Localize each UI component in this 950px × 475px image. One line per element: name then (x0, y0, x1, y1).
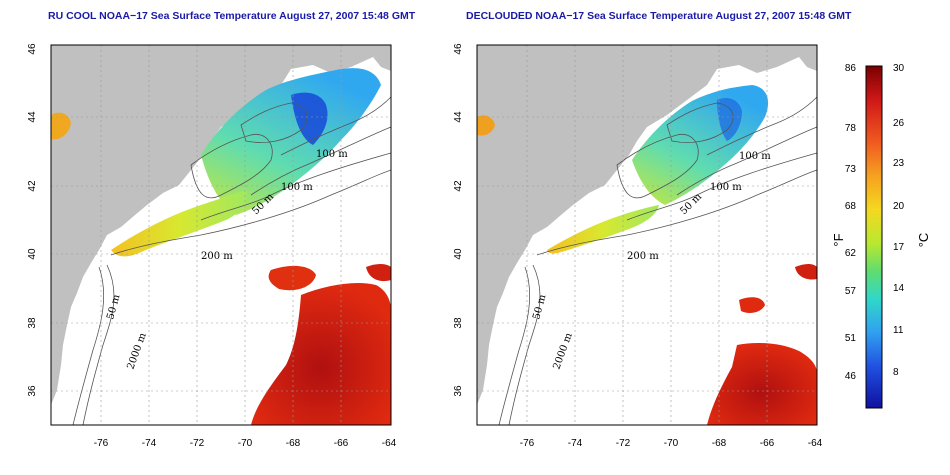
colorbar-f-tick: 78 (845, 123, 857, 134)
right-x-tick: -66 (760, 438, 775, 449)
right-map-frame (476, 44, 818, 426)
right-x-tick: -76 (520, 438, 535, 449)
left-y-tick: 44 (27, 111, 38, 123)
left-gulf-of-maine-sst (201, 68, 381, 215)
left-map-panel: 100 m 100 m 50 m 200 m 50 m 2000 m (50, 44, 392, 426)
colorbar-c-tick: 14 (893, 283, 905, 294)
colorbar-f-tick: 57 (845, 286, 857, 297)
right-panel-title: DECLOUDED NOAA−17 Sea Surface Temperatur… (466, 10, 852, 22)
right-x-axis: -76 -74 -72 -70 -68 -66 -64 (520, 438, 823, 449)
colorbar-c-tick: 17 (893, 242, 905, 253)
left-x-tick: -66 (334, 438, 349, 449)
colorbar-f-tick: 51 (845, 333, 857, 344)
left-x-axis: -76 -74 -72 -70 -68 -66 -64 (94, 438, 397, 449)
right-y-tick: 40 (453, 248, 464, 260)
right-x-tick: -68 (712, 438, 727, 449)
right-warm-patch-ne (795, 264, 817, 280)
left-x-tick: -72 (190, 438, 205, 449)
left-y-axis: 36 38 40 42 44 46 (27, 43, 38, 397)
colorbar-celsius-unit: °C (916, 233, 931, 248)
right-y-tick: 38 (453, 317, 464, 329)
right-contour-label-100m-b: 100 m (710, 182, 742, 193)
colorbar-f-tick: 68 (845, 201, 857, 212)
right-offshore-patch (477, 115, 495, 136)
left-warm-patch-ne (366, 264, 391, 282)
colorbar-f-tick: 46 (845, 371, 857, 382)
right-y-tick: 36 (453, 385, 464, 397)
right-x-tick: -72 (616, 438, 631, 449)
right-gulf-stream-sst (707, 343, 817, 425)
left-y-tick: 46 (27, 43, 38, 55)
left-contour-label-100m-a: 100 m (316, 149, 348, 160)
colorbar-c-tick: 26 (893, 118, 905, 129)
colorbar-f-tick: 62 (845, 248, 857, 259)
right-y-tick: 44 (453, 111, 464, 123)
right-x-tick: -74 (568, 438, 583, 449)
left-warm-patch (268, 265, 316, 291)
colorbar-gradient (865, 65, 883, 409)
left-y-tick: 42 (27, 180, 38, 192)
left-y-tick: 38 (27, 317, 38, 329)
right-map-panel: 100 m 100 m 50 m 200 m 50 m 2000 m (476, 44, 818, 426)
left-x-tick: -70 (238, 438, 253, 449)
left-panel-title: RU COOL NOAA−17 Sea Surface Temperature … (48, 10, 416, 22)
right-gulf-of-maine-cold (717, 98, 742, 141)
right-warm-patch (739, 297, 765, 313)
left-x-tick: -74 (142, 438, 157, 449)
left-y-tick: 40 (27, 248, 38, 260)
colorbar-c-tick: 23 (893, 158, 905, 169)
colorbar-f-tick: 73 (845, 164, 857, 175)
left-contour-label-200m: 200 m (201, 251, 233, 262)
colorbar-c-tick: 30 (893, 63, 905, 74)
left-shelf-sst (111, 190, 248, 257)
right-y-tick: 46 (453, 43, 464, 55)
colorbar-c-tick: 11 (893, 325, 904, 336)
right-y-tick: 42 (453, 180, 464, 192)
right-y-axis: 36 38 40 42 44 46 (453, 43, 464, 397)
colorbar-c-tick: 8 (893, 367, 899, 378)
left-x-tick: -68 (286, 438, 301, 449)
left-gulf-stream-sst (251, 283, 391, 425)
right-contour-label-100m-a: 100 m (739, 151, 771, 162)
colorbar-c-tick: 20 (893, 201, 905, 212)
left-contour-label-100m-b: 100 m (281, 182, 313, 193)
right-x-tick: -64 (808, 438, 823, 449)
right-x-tick: -70 (664, 438, 679, 449)
colorbar-f-tick: 86 (845, 63, 857, 74)
left-x-tick: -76 (94, 438, 109, 449)
right-contour-label-200m: 200 m (627, 251, 659, 262)
left-map-frame (50, 44, 392, 426)
left-y-tick: 36 (27, 385, 38, 397)
colorbar-fahrenheit-unit: °F (831, 233, 846, 246)
colorbar: 86 78 73 68 62 57 51 46 30 26 23 20 17 1… (831, 63, 931, 409)
left-offshore-patch (51, 112, 71, 140)
left-x-tick: -64 (382, 438, 397, 449)
